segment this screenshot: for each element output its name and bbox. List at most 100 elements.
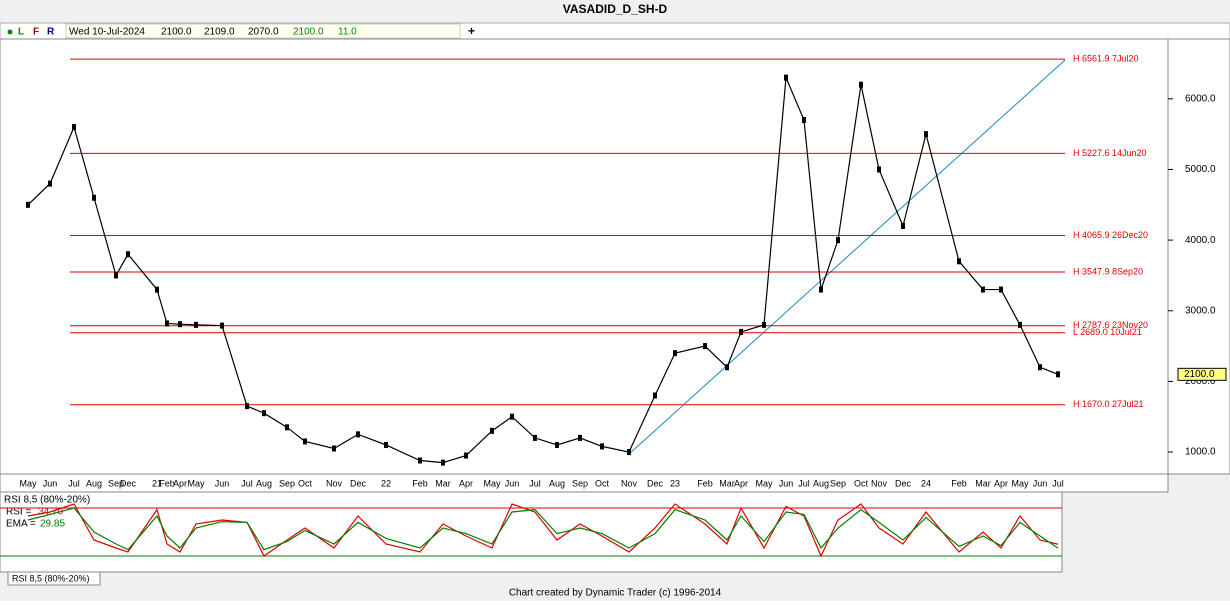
price-axis <box>1167 38 1230 475</box>
price-bar <box>126 251 130 258</box>
ema-label: EMA = <box>6 519 36 530</box>
price-bar <box>533 434 537 441</box>
y-tick-label: 2000.0 <box>1185 376 1216 387</box>
price-bar <box>957 258 961 265</box>
price-bar <box>332 445 336 452</box>
x-tick-label: Sep <box>279 478 295 488</box>
x-tick-label: Jul <box>798 478 810 488</box>
x-tick-label: Nov <box>871 478 888 488</box>
price-bar <box>703 343 707 350</box>
level-label: H 5227.6 14Jun20 <box>1073 148 1147 158</box>
quote-box <box>65 23 461 39</box>
tab-label[interactable]: RSI 8,5 (80%-20%) <box>12 573 90 583</box>
add-button[interactable]: + <box>468 24 475 38</box>
x-tick-label: Jul <box>529 478 541 488</box>
price-bar <box>48 180 52 187</box>
ema-value: 29.85 <box>40 519 65 530</box>
flag[interactable]: L <box>18 27 24 38</box>
level-label: H 4065.9 26Dec20 <box>1073 230 1148 240</box>
price-bar <box>877 166 881 173</box>
price-bar <box>490 427 494 434</box>
price-bar <box>285 424 289 431</box>
flag[interactable]: F <box>33 27 39 38</box>
x-tick-label: Sep <box>572 478 588 488</box>
last-price-label: 2100.0 <box>1184 369 1215 380</box>
footer: Chart created by Dynamic Trader (c) 1996… <box>509 588 722 599</box>
price-bar <box>981 286 985 293</box>
x-tick-label: Jun <box>505 478 520 488</box>
x-tick-label: Nov <box>326 478 343 488</box>
x-tick-label: Dec <box>895 478 912 488</box>
trend-line <box>627 59 1066 456</box>
level-label: H 2787.6 23Nov20 <box>1073 320 1148 330</box>
x-tick-label: Jul <box>1052 478 1064 488</box>
price-bar <box>510 413 514 420</box>
x-tick-label: Feb <box>159 478 175 488</box>
x-tick-label: Aug <box>549 478 565 488</box>
y-tick-label: 6000.0 <box>1185 93 1216 104</box>
rsi-panel <box>0 491 1063 573</box>
x-tick-label: Dec <box>647 478 664 488</box>
level-label: H 3547.9 8Sep20 <box>1073 266 1143 276</box>
x-tick-label: May <box>755 478 773 488</box>
price-bar <box>262 410 266 417</box>
price-bar <box>303 438 307 445</box>
price-bar <box>859 81 863 88</box>
x-tick-label: Mar <box>435 478 451 488</box>
rsi-title: RSI 8,5 (80%-20%) <box>4 495 90 506</box>
x-tick-label: Dec <box>350 478 367 488</box>
title: VASADID_D_SH-D <box>563 2 668 16</box>
x-tick-label: 21 <box>152 478 162 488</box>
price-bar <box>194 321 198 328</box>
status-dot <box>7 29 13 35</box>
x-tick-label: Apr <box>173 478 187 488</box>
x-tick-label: Jul <box>68 478 80 488</box>
quote-date: Wed 10-Jul-2024 <box>69 27 145 38</box>
price-bar <box>1018 321 1022 328</box>
price-bar <box>739 328 743 335</box>
x-tick-label: Apr <box>994 478 1008 488</box>
price-bar <box>802 117 806 124</box>
price-bar <box>924 131 928 138</box>
x-tick-label: Aug <box>256 478 272 488</box>
price-bar <box>784 74 788 81</box>
x-tick-label: Oct <box>854 478 869 488</box>
flag[interactable]: R <box>47 27 55 38</box>
price-bar <box>356 431 360 438</box>
x-tick-label: 24 <box>921 478 931 488</box>
x-tick-label: 22 <box>381 478 391 488</box>
x-tick-label: May <box>19 478 37 488</box>
level-label: L 2689.0 10Jul21 <box>1073 327 1142 337</box>
price-bar <box>999 286 1003 293</box>
x-tick-label: Aug <box>813 478 829 488</box>
level-label: H 1670.0 27Jul21 <box>1073 399 1144 409</box>
x-tick-label: Apr <box>734 478 748 488</box>
price-bar <box>627 449 631 456</box>
x-tick-label: May <box>187 478 205 488</box>
x-tick-label: 23 <box>670 478 680 488</box>
price-bar <box>464 452 468 459</box>
price-bar <box>653 392 657 399</box>
x-tick-label: Oct <box>595 478 610 488</box>
tab[interactable] <box>7 571 101 586</box>
quote-change: 11.0 <box>338 27 357 38</box>
y-tick-label: 5000.0 <box>1185 164 1216 175</box>
x-tick-label: Dec <box>120 478 137 488</box>
series-line <box>27 77 1059 464</box>
rsi-label: RSI = <box>6 507 31 518</box>
price-bar <box>1056 371 1060 378</box>
price-bar <box>384 441 388 448</box>
level-label: H 6561.9 7Jul20 <box>1073 54 1139 64</box>
y-tick-label: 1000.0 <box>1185 447 1216 458</box>
x-tick-label: May <box>483 478 501 488</box>
x-tick-label: Aug <box>86 478 102 488</box>
quote-close: 2100.0 <box>293 27 324 38</box>
price-bar <box>725 364 729 371</box>
x-tick-label: Apr <box>459 478 473 488</box>
price-bar <box>220 322 224 329</box>
series-line <box>27 507 1059 551</box>
price-bar <box>114 272 118 279</box>
price-bar <box>245 403 249 410</box>
price-bar <box>178 321 182 328</box>
